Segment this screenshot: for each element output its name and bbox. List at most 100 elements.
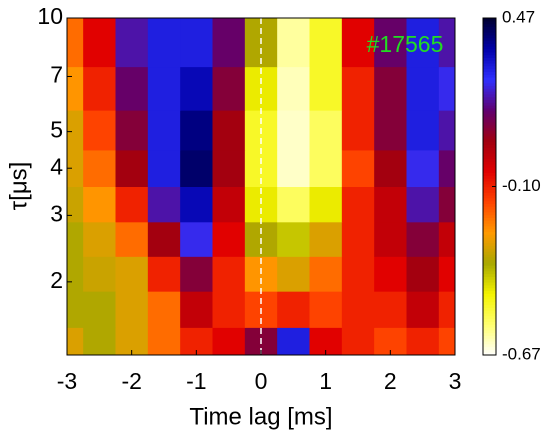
colorbar-band	[483, 99, 496, 103]
colorbar-band	[483, 96, 496, 101]
contour-cell	[83, 110, 116, 151]
colorbar-band	[483, 102, 496, 106]
colorbar-band	[483, 164, 496, 168]
contour-cell	[341, 186, 375, 223]
colorbar-band	[483, 259, 496, 263]
colorbar-band	[483, 68, 496, 72]
colorbar-band	[483, 296, 496, 300]
contour-cell	[67, 327, 84, 356]
colorbar-band	[483, 85, 496, 89]
colorbar-band	[483, 208, 496, 213]
contour-cell	[374, 110, 407, 151]
colorbar-tick-label: -0.10	[502, 176, 541, 195]
contour-cell	[438, 149, 456, 187]
contour-cell	[277, 186, 310, 223]
y-axis-label: τ[μs]	[5, 162, 32, 211]
colorbar-band	[483, 178, 496, 182]
contour-cell	[406, 221, 440, 257]
contour-cell	[309, 66, 343, 111]
colorbar-band	[483, 175, 496, 179]
contour-cell	[83, 18, 116, 68]
colorbar-band	[483, 220, 496, 224]
colorbar-band	[483, 180, 496, 185]
colorbar-band	[483, 338, 496, 342]
colorbar-tick-label: 0.47	[502, 7, 535, 26]
contour-cell	[147, 66, 181, 111]
contour-cell	[406, 149, 440, 187]
colorbar-band	[483, 32, 496, 36]
colorbar-band	[483, 239, 496, 244]
contour-cell	[438, 66, 456, 111]
colorbar-band	[483, 214, 496, 218]
contour-cell	[341, 18, 375, 68]
x-tick-label: -1	[186, 368, 206, 394]
colorbar-band	[483, 329, 496, 334]
colorbar-band	[483, 60, 496, 64]
colorbar-band	[483, 34, 496, 39]
contour-cell	[180, 256, 213, 292]
colorbar-band	[483, 46, 496, 50]
colorbar-band	[483, 346, 496, 350]
contour-cell	[309, 291, 343, 328]
contour-cell	[374, 221, 407, 257]
contour-cell	[406, 186, 440, 223]
contour-cell	[180, 66, 213, 111]
contour-cell	[212, 149, 246, 187]
colorbar-band	[483, 62, 496, 67]
colorbar-band	[483, 43, 496, 47]
colorbar-band	[483, 152, 496, 157]
contour-cell	[277, 327, 310, 356]
colorbar: -0.67 -0.10 0.47	[482, 7, 541, 363]
contour-cell	[374, 291, 407, 328]
contour-cell	[438, 110, 456, 151]
contour-cell	[180, 110, 213, 151]
contour-cell	[67, 110, 84, 151]
colorbar-band	[483, 242, 496, 247]
colorbar-band	[483, 192, 496, 196]
colorbar-band	[483, 340, 496, 345]
x-axis-label: Time lag [ms]	[189, 403, 332, 430]
contour-cell	[406, 66, 440, 111]
contour-cell	[277, 110, 310, 151]
contour-cell	[212, 221, 246, 257]
colorbar-band	[483, 127, 496, 131]
colorbar-band	[483, 158, 496, 162]
contour-cell	[341, 149, 375, 187]
colorbar-band	[483, 29, 496, 33]
contour-cell	[147, 291, 181, 328]
contour-cell	[438, 327, 456, 356]
colorbar-band	[483, 57, 496, 61]
contour-cell	[180, 221, 213, 257]
contour-cell	[438, 291, 456, 328]
contour-cell	[406, 110, 440, 151]
colorbar-band	[483, 352, 496, 356]
y-tick-label: 2	[50, 267, 63, 293]
contour-cell	[374, 149, 407, 187]
colorbar-band	[483, 281, 496, 286]
contour-cell	[67, 149, 84, 187]
contour-cell	[309, 186, 343, 223]
colorbar-band	[483, 76, 496, 81]
contour-cell	[309, 256, 343, 292]
contour-cell	[147, 186, 181, 223]
contour-cell	[212, 186, 246, 223]
contour-cell	[180, 186, 213, 223]
colorbar-band	[483, 93, 496, 98]
plot-area	[66, 17, 456, 356]
contour-cell	[309, 149, 343, 187]
colorbar-band	[483, 130, 496, 134]
colorbar-band	[483, 301, 496, 306]
contour-cell	[115, 256, 149, 292]
contour-cell	[341, 66, 375, 111]
colorbar-band	[483, 298, 496, 303]
colorbar-band	[483, 225, 496, 230]
colorbar-band	[483, 144, 496, 148]
contour-cell	[212, 66, 246, 111]
contour-cell	[438, 221, 456, 257]
colorbar-band	[483, 332, 496, 336]
colorbar-band	[483, 262, 496, 266]
contour-cell	[341, 327, 375, 356]
colorbar-band	[483, 51, 496, 56]
contour-cell	[115, 221, 149, 257]
colorbar-band	[483, 40, 496, 44]
